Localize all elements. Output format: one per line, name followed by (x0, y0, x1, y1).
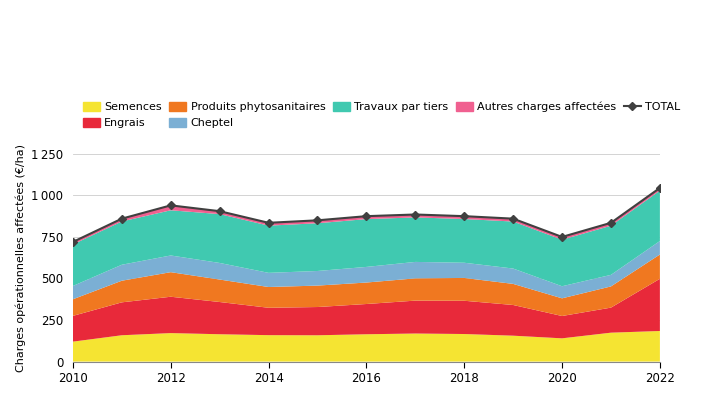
Y-axis label: Charges opérationnelles affectées (€/ha): Charges opérationnelles affectées (€/ha) (15, 144, 25, 372)
Legend: Semences, Engrais, Produits phytosanitaires, Cheptel, Travaux par tiers, Autres : Semences, Engrais, Produits phytosanitai… (78, 97, 685, 132)
